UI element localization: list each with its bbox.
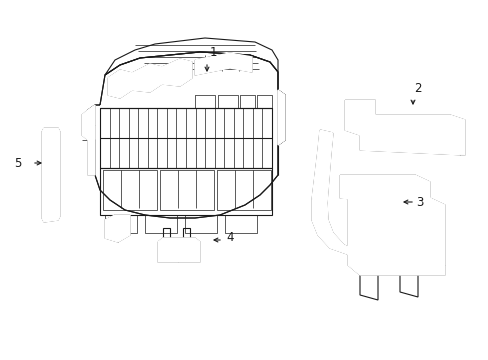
Polygon shape <box>162 59 192 86</box>
Polygon shape <box>339 175 429 205</box>
Polygon shape <box>278 90 285 145</box>
Polygon shape <box>132 64 162 92</box>
Polygon shape <box>100 108 271 168</box>
Text: 5: 5 <box>14 157 21 170</box>
Polygon shape <box>108 70 132 98</box>
Polygon shape <box>105 215 130 242</box>
Polygon shape <box>105 38 278 75</box>
Polygon shape <box>88 52 285 218</box>
Polygon shape <box>42 128 60 222</box>
Polygon shape <box>158 238 200 262</box>
Polygon shape <box>195 53 251 75</box>
Polygon shape <box>347 198 444 275</box>
Polygon shape <box>359 115 464 155</box>
Text: 4: 4 <box>226 230 233 243</box>
Polygon shape <box>82 105 95 175</box>
Text: 1: 1 <box>209 45 216 59</box>
Text: 2: 2 <box>413 81 421 95</box>
Polygon shape <box>345 100 374 135</box>
Text: 3: 3 <box>415 195 423 208</box>
Polygon shape <box>311 130 359 255</box>
